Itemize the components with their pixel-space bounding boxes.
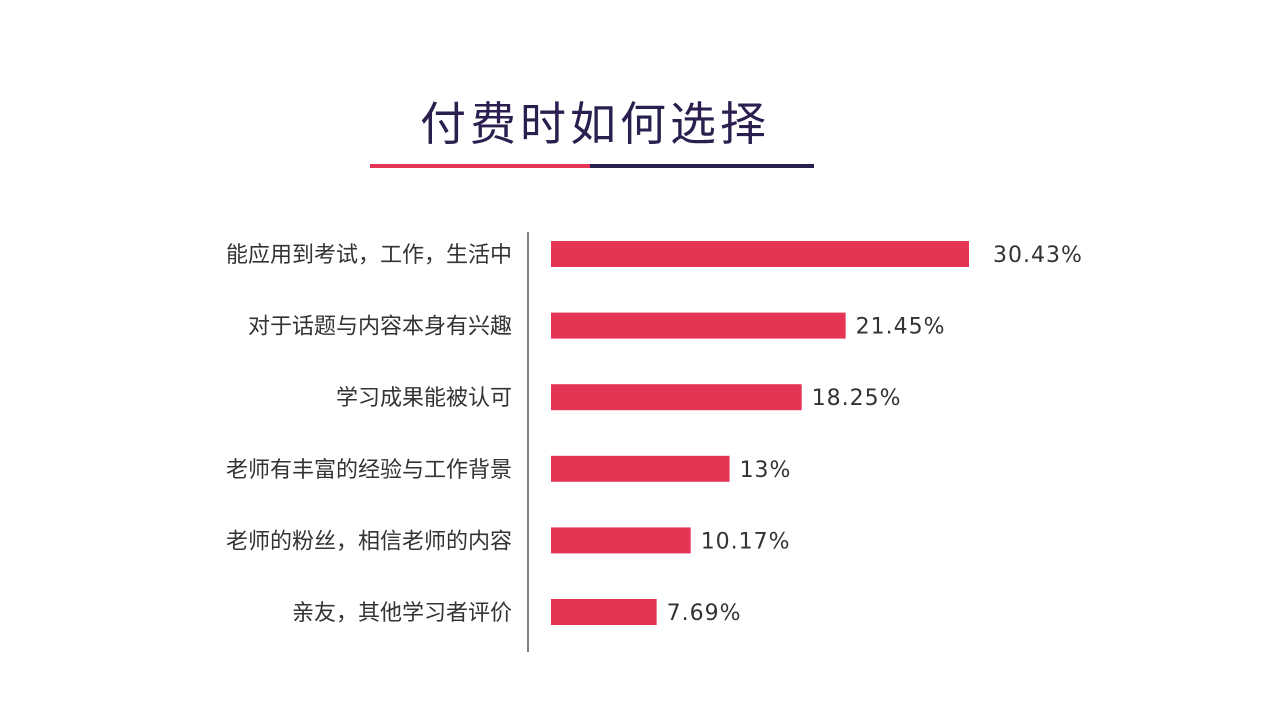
bar	[551, 455, 730, 482]
bar	[551, 599, 657, 625]
page-title: 付费时如何选择	[420, 97, 770, 151]
bar	[551, 312, 846, 339]
value-label: 30.43%	[993, 243, 1083, 268]
category-label: 能应用到考试，工作，生活中	[226, 243, 512, 268]
bar	[551, 527, 691, 554]
title-underline	[370, 164, 814, 168]
bar	[551, 384, 802, 411]
value-label: 21.45%	[856, 315, 946, 340]
value-label: 18.25%	[812, 386, 902, 411]
bar	[551, 241, 969, 267]
category-label: 学习成果能被认可	[336, 386, 512, 411]
category-label: 老师的粉丝，相信老师的内容	[226, 529, 512, 554]
category-label: 对于话题与内容本身有兴趣	[248, 315, 512, 340]
value-label: 7.69%	[667, 601, 742, 626]
category-label: 亲友，其他学习者评价	[292, 601, 512, 626]
category-label: 老师有丰富的经验与工作背景	[226, 458, 512, 483]
underline-navy-segment	[590, 164, 814, 168]
value-label: 13%	[740, 458, 792, 483]
underline-pink-segment	[370, 164, 590, 168]
value-label: 10.17%	[701, 529, 791, 554]
